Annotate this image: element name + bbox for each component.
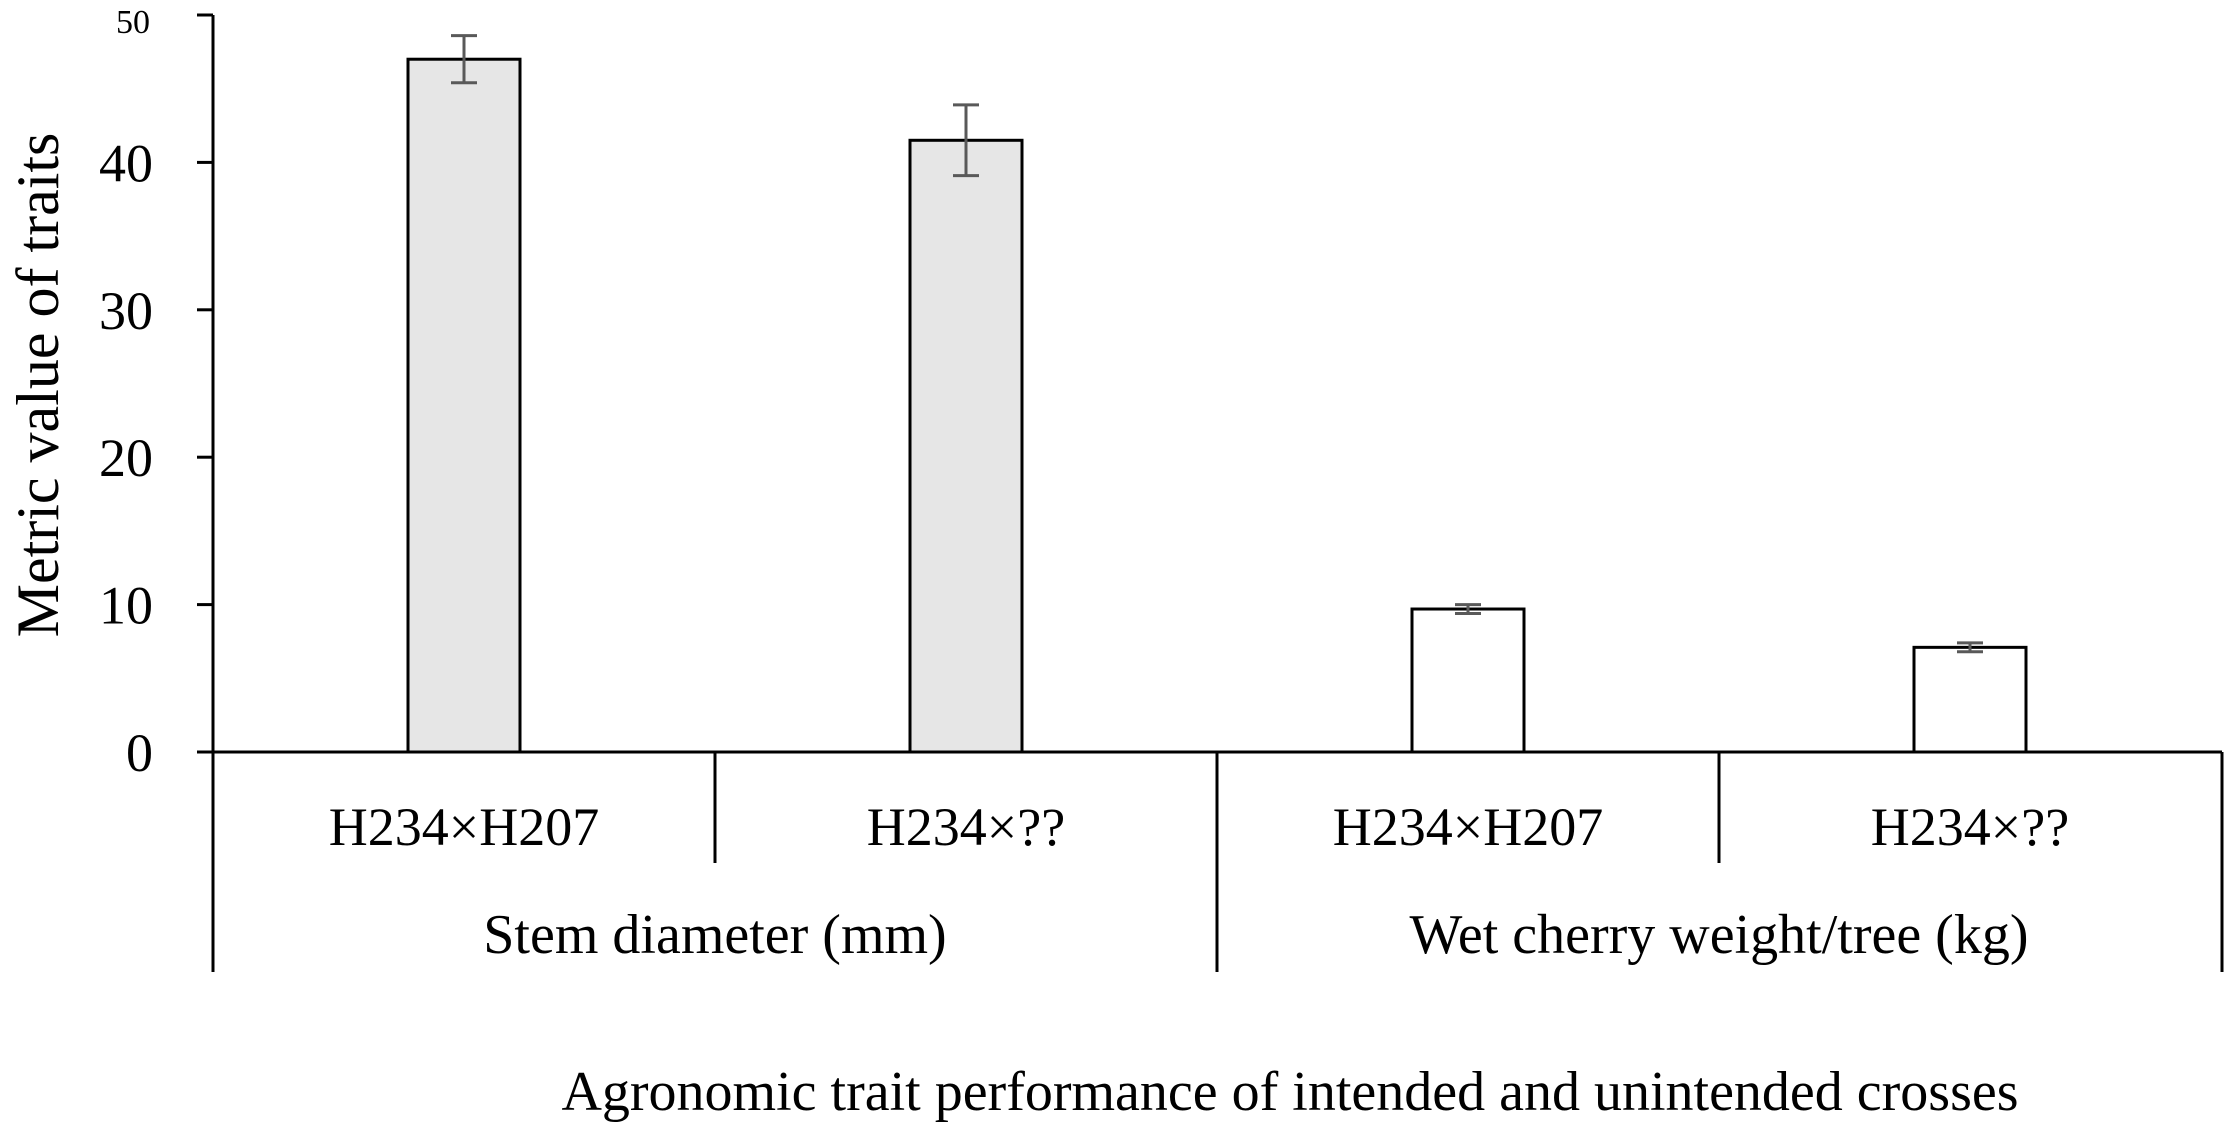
x-group-label: Stem diameter (mm)	[483, 904, 946, 966]
bar	[1912, 645, 2028, 754]
bars-layer	[406, 34, 2028, 754]
y-tick-label: 40	[99, 133, 153, 193]
x-category-label: H234×??	[867, 797, 1065, 857]
y-tick-label: 10	[99, 576, 153, 636]
x-category-label: H234×H207	[1333, 797, 1603, 857]
y-axis-title: Metric value of traits	[5, 133, 71, 638]
y-tick-label: 50	[116, 4, 150, 41]
x-group-label: Wet cherry weight/tree (kg)	[1410, 904, 2029, 966]
x-category-label: H234×??	[1871, 797, 2069, 857]
y-tick-label: 0	[126, 723, 153, 783]
bar	[908, 138, 1024, 754]
x-axis: H234×H207 H234×?? Stem diameter (mm) H234×H…	[211, 750, 2224, 972]
y-axis: 0 10 20 30 40 50	[99, 4, 215, 783]
y-tick-label: 20	[99, 428, 153, 488]
y-tick-label: 30	[99, 281, 153, 341]
bar	[1410, 607, 1526, 754]
x-category-label: H234×H207	[329, 797, 599, 857]
x-axis-title: Agronomic trait performance of intended …	[561, 1061, 2018, 1123]
bar	[406, 57, 522, 754]
